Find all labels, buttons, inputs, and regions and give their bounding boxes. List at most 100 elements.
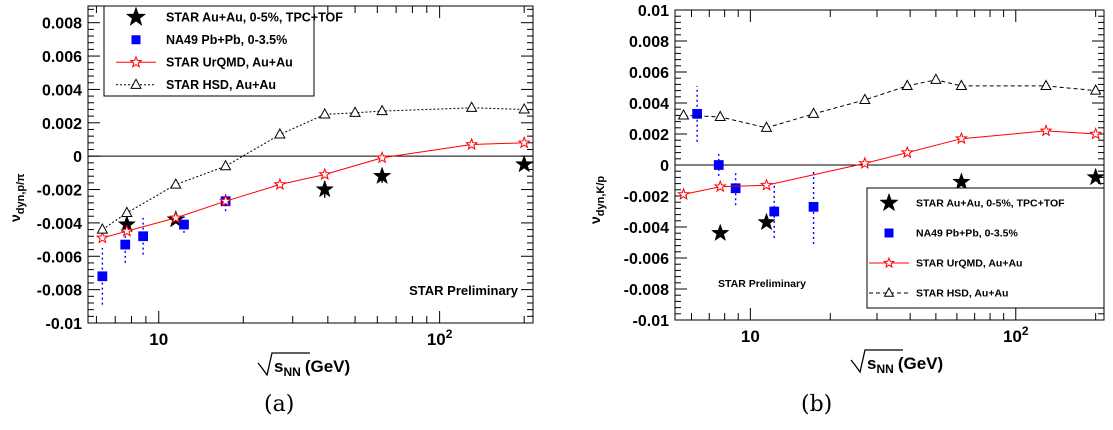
legend: STAR Au+Au, 0-5%, TPC+TOF NA49 Pb+Pb, 0-3… bbox=[866, 187, 1105, 309]
data-point bbox=[900, 145, 914, 159]
data-point bbox=[120, 224, 134, 237]
legend-label: STAR Au+Au, 0-5%, TPC+TOF bbox=[916, 198, 1065, 210]
data-point bbox=[677, 108, 690, 120]
data-point bbox=[179, 219, 189, 230]
data-point bbox=[372, 166, 392, 185]
legend-box bbox=[866, 187, 1105, 309]
x-tick-label: 102 bbox=[1003, 324, 1029, 346]
data-point bbox=[807, 107, 820, 118]
data-point bbox=[901, 79, 914, 91]
data-point bbox=[759, 178, 774, 191]
y-tick-label: -0.008 bbox=[624, 282, 669, 299]
data-point bbox=[219, 159, 232, 171]
y-tick-label: 0.006 bbox=[629, 65, 669, 82]
y-tick-label: -0.002 bbox=[624, 189, 669, 206]
data-point bbox=[349, 106, 361, 117]
data-point bbox=[273, 177, 287, 191]
data-point bbox=[1039, 123, 1053, 137]
legend-label: STAR UrQMD, Au+Au bbox=[916, 258, 1022, 270]
y-tick-label: 0.008 bbox=[42, 16, 82, 33]
legend-marker bbox=[131, 35, 141, 45]
chart-a: -0.01 -0.008 -0.006 -0.004 -0.002 0 0.002 0.004… bbox=[7, 5, 534, 379]
y-axis-label-subscript: dyn,p/π bbox=[15, 173, 27, 214]
caption-b: (b) bbox=[801, 392, 833, 417]
data-point bbox=[514, 154, 534, 173]
data-point bbox=[518, 102, 530, 114]
y-tick-label: -0.004 bbox=[37, 216, 82, 233]
series-line bbox=[683, 79, 1096, 129]
x-axis-label-unit: (GeV) bbox=[898, 354, 943, 373]
x-axis-label-unit: (GeV) bbox=[305, 357, 350, 376]
x-tick-label: 10 bbox=[741, 327, 760, 346]
y-axis-label: νdyn,p/π bbox=[7, 173, 27, 222]
data-point bbox=[274, 127, 286, 139]
x-axis-label-subscript: NN bbox=[283, 365, 300, 379]
series-3 bbox=[96, 101, 530, 234]
series-1 bbox=[692, 85, 819, 245]
y-tick-label: 0.01 bbox=[638, 3, 669, 20]
series-3 bbox=[677, 73, 1102, 132]
data-point bbox=[120, 239, 131, 250]
y-tick-label: 0 bbox=[73, 149, 82, 166]
annotation-star-preliminary: STAR Preliminary bbox=[409, 283, 519, 298]
legend-marker bbox=[879, 192, 899, 212]
data-point bbox=[1086, 167, 1105, 186]
y-tick-label: 0.002 bbox=[42, 116, 82, 133]
data-point bbox=[465, 101, 478, 112]
data-point bbox=[95, 230, 109, 244]
chart-b: -0.01 -0.008 -0.006 -0.004 -0.002 0 0.002 0.004… bbox=[587, 3, 1105, 376]
data-point bbox=[710, 223, 730, 242]
y-tick-label: -0.01 bbox=[633, 313, 670, 330]
x-axis-label: sNN (GeV) bbox=[274, 357, 350, 379]
y-tick-label: -0.008 bbox=[37, 283, 82, 300]
x-axis-title: sNN (GeV) bbox=[850, 349, 943, 376]
data-point bbox=[930, 73, 942, 84]
series-1 bbox=[97, 191, 231, 305]
x-tick-label: 102 bbox=[427, 327, 453, 349]
legend-label: STAR Au+Au, 0-5%, TPC+TOF bbox=[166, 11, 343, 25]
data-point bbox=[808, 201, 819, 212]
y-tick-label: -0.006 bbox=[624, 251, 669, 268]
data-point bbox=[859, 93, 871, 104]
x-tick-label-exponent: 2 bbox=[1022, 324, 1029, 338]
legend-marker bbox=[129, 55, 143, 68]
data-point bbox=[138, 231, 149, 242]
data-point bbox=[676, 187, 691, 201]
data-point bbox=[730, 183, 741, 194]
data-point bbox=[692, 108, 702, 119]
x-tick-label: 10 bbox=[149, 330, 168, 349]
data-point bbox=[713, 160, 724, 170]
data-point bbox=[1089, 84, 1102, 95]
x-axis-label-subscript: NN bbox=[876, 362, 893, 376]
y-axis-label-subscript: dyn,K/p bbox=[595, 176, 607, 217]
data-point bbox=[96, 223, 109, 234]
data-point bbox=[955, 79, 968, 91]
annotation-star-preliminary: STAR Preliminary bbox=[718, 278, 806, 290]
data-point bbox=[713, 179, 727, 193]
y-tick-label: -0.01 bbox=[46, 316, 83, 333]
y-tick-label: 0.002 bbox=[629, 127, 669, 144]
x-axis-label: sNN (GeV) bbox=[867, 354, 943, 376]
y-tick-label: 0.004 bbox=[629, 96, 669, 113]
data-point bbox=[954, 131, 968, 145]
sqrt-sign bbox=[850, 349, 903, 374]
x-tick-label-exponent: 2 bbox=[446, 327, 453, 341]
series-2 bbox=[95, 135, 531, 244]
data-point bbox=[757, 212, 776, 231]
y-tick-label: -0.002 bbox=[37, 183, 82, 200]
sqrt-sign bbox=[257, 352, 310, 377]
legend-label: STAR UrQMD, Au+Au bbox=[166, 56, 293, 70]
series-line bbox=[102, 107, 525, 231]
legend-marker bbox=[882, 256, 896, 269]
legend-marker bbox=[883, 286, 895, 297]
data-point bbox=[318, 107, 331, 119]
legend-marker bbox=[130, 78, 142, 89]
data-point bbox=[769, 206, 780, 217]
legend: STAR Au+Au, 0-5%, TPC+TOF NA49 Pb+Pb, 0-3… bbox=[103, 5, 343, 97]
y-tick-label: 0.008 bbox=[629, 34, 669, 51]
y-tick-label: 0.004 bbox=[42, 82, 82, 99]
y-tick-label: -0.004 bbox=[624, 220, 669, 237]
data-point bbox=[465, 137, 479, 151]
y-tick-label: -0.006 bbox=[37, 249, 82, 266]
